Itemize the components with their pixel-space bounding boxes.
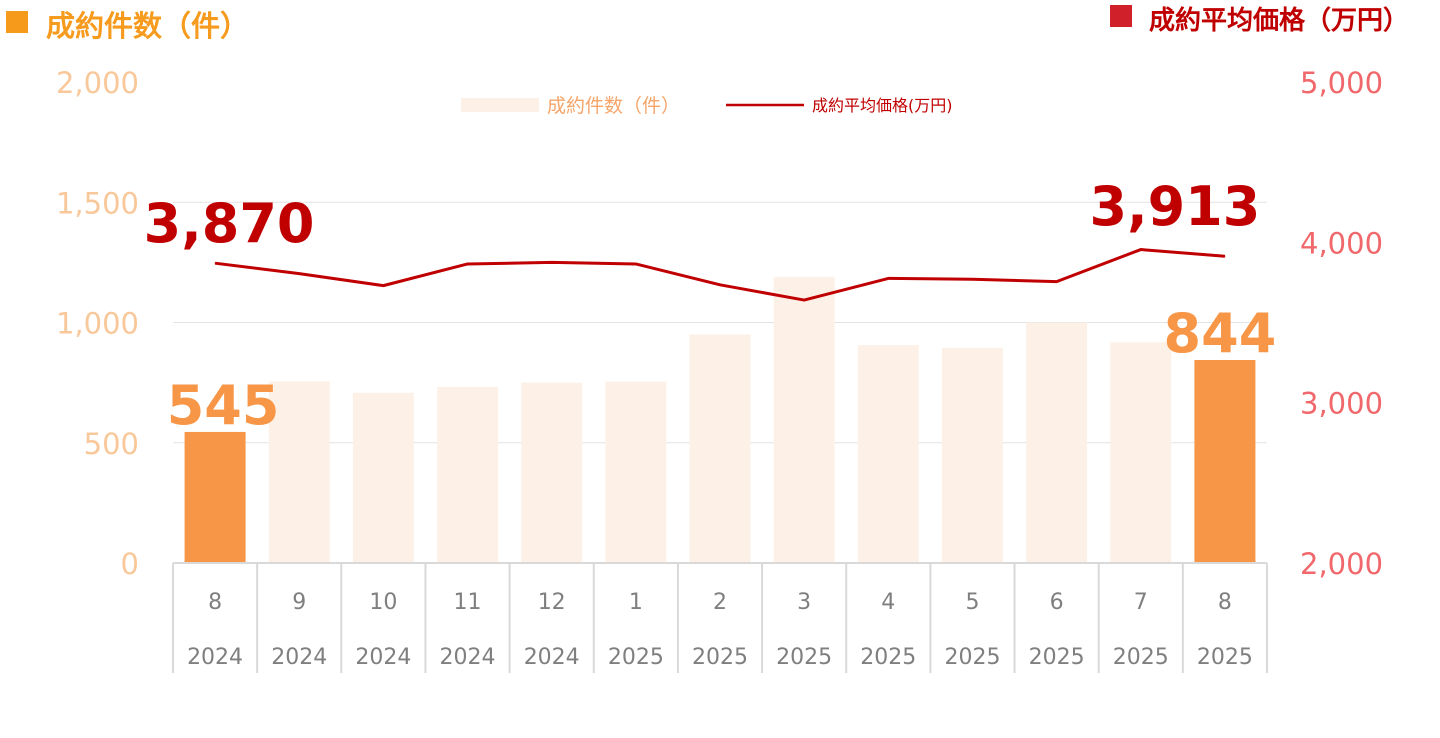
left-tick-label: 2,000 (56, 66, 139, 100)
category-month-label: 3 (797, 590, 811, 615)
bar (773, 276, 835, 563)
left-tick-label: 1,500 (56, 186, 139, 220)
left-tick-label: 1,000 (56, 307, 139, 341)
bar-highlight (184, 431, 246, 563)
category-month-label: 1 (629, 590, 643, 615)
line-point (298, 273, 300, 275)
category-year-label: 2024 (440, 645, 496, 670)
right-tick-label: 5,000 (1300, 66, 1383, 100)
bar (437, 386, 499, 563)
bar (521, 382, 583, 563)
bar-series (184, 276, 1256, 563)
line-point (803, 299, 805, 301)
right-tick-label: 4,000 (1300, 226, 1383, 260)
category-year-label: 2025 (1197, 645, 1253, 670)
bar (1026, 322, 1088, 563)
bar (689, 334, 751, 563)
bar (1110, 342, 1172, 563)
price-line (214, 248, 1226, 302)
category-month-label: 6 (1050, 590, 1064, 615)
right-tick-label: 3,000 (1300, 387, 1383, 421)
category-year-label: 2025 (860, 645, 916, 670)
category-month-label: 7 (1134, 590, 1148, 615)
data-labels: 545 844 3,870 3,913 (144, 175, 1277, 437)
line-point (382, 285, 384, 287)
line-point (1140, 249, 1142, 251)
bar-highlight (1194, 360, 1256, 563)
category-month-label: 8 (208, 590, 222, 615)
line-point (1056, 281, 1058, 283)
category-month-label: 5 (965, 590, 979, 615)
line-data-label: 3,870 (144, 192, 315, 255)
category-month-label: 11 (454, 590, 482, 615)
category-year-label: 2024 (187, 645, 243, 670)
line-point (719, 284, 721, 286)
line-point (467, 263, 469, 265)
right-axis-title: 成約平均価格（万円） (1149, 5, 1409, 36)
category-year-label: 2024 (355, 645, 411, 670)
category-month-label: 10 (369, 590, 397, 615)
line-point (1224, 255, 1226, 257)
category-year-label: 2025 (1029, 645, 1085, 670)
line-point (887, 277, 889, 279)
left-axis-title: 成約件数（件） (46, 9, 249, 43)
category-year-label: 2025 (776, 645, 832, 670)
category-month-label: 9 (292, 590, 306, 615)
category-month-label: 8 (1218, 590, 1232, 615)
bar-data-label: 844 (1164, 302, 1277, 365)
line-point (214, 262, 216, 264)
legend: 成約件数（件） 成約平均価格(万円) (461, 95, 953, 117)
line-point (635, 263, 637, 265)
category-month-label: 4 (881, 590, 895, 615)
bar-data-label: 545 (167, 374, 280, 437)
legend-bar-label: 成約件数（件） (547, 95, 680, 117)
category-year-label: 2025 (1113, 645, 1169, 670)
line-point (551, 261, 553, 263)
bar (605, 381, 667, 563)
line-point (971, 278, 973, 280)
category-year-label: 2025 (692, 645, 748, 670)
category-year-label: 2025 (944, 645, 1000, 670)
category-year-label: 2024 (271, 645, 327, 670)
category-month-label: 2 (713, 590, 727, 615)
bar (941, 347, 1003, 563)
left-axis-title-square (6, 11, 28, 33)
left-tick-label: 0 (121, 547, 139, 581)
category-month-label: 12 (538, 590, 566, 615)
bar (857, 345, 919, 563)
line-series (214, 248, 1226, 302)
legend-bar-swatch (461, 98, 539, 112)
category-year-label: 2024 (524, 645, 580, 670)
line-data-label: 3,913 (1090, 175, 1261, 238)
right-axis-title-square (1110, 5, 1132, 27)
bar (352, 392, 414, 563)
axes: 0 500 1,000 1,500 2,000 2,000 3,000 4,000 5,000 8… (56, 66, 1383, 673)
legend-line-label: 成約平均価格(万円) (812, 96, 953, 115)
category-year-label: 2025 (608, 645, 664, 670)
left-tick-label: 500 (84, 427, 139, 461)
right-tick-label: 2,000 (1300, 547, 1383, 581)
bar (268, 381, 330, 563)
